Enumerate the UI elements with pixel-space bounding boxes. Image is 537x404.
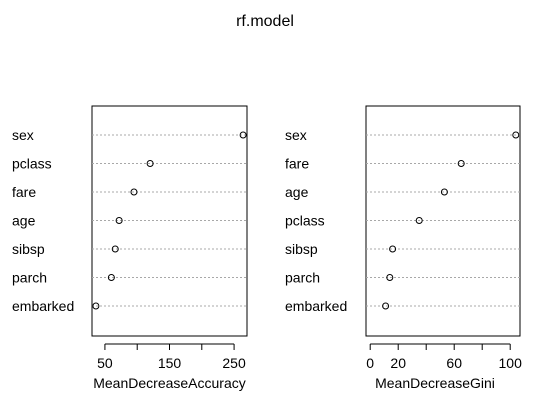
accuracy-category-label: embarked xyxy=(12,298,74,314)
accuracy-point-sibsp xyxy=(111,245,119,253)
chart-title: rf.model xyxy=(236,13,294,30)
accuracy-point-embarked xyxy=(92,302,100,310)
gini-category-label: sibsp xyxy=(285,241,318,257)
accuracy-category-label: parch xyxy=(12,270,47,286)
gini-point-parch xyxy=(386,274,394,281)
gini-category-label: parch xyxy=(285,270,320,286)
accuracy-panel: sex pclass fare age sibsp parch embarked 50 150 2… xyxy=(12,105,248,391)
accuracy-x-axis-label: MeanDecreaseAccuracy xyxy=(93,375,246,391)
gini-point-pclass xyxy=(415,217,423,224)
accuracy-category-label: sex xyxy=(12,127,34,143)
gini-x-tick-label: 60 xyxy=(446,355,462,371)
gini-x-axis-label: MeanDecreaseGini xyxy=(375,375,495,391)
gini-category-label: pclass xyxy=(285,213,325,229)
gini-point-embarked xyxy=(382,302,390,310)
gini-panel: sex fare age pclass sibsp parch embarked 0 20 60 1… xyxy=(285,105,523,391)
gini-x-tick-label: 20 xyxy=(390,355,406,371)
gini-point-age xyxy=(440,188,448,196)
accuracy-x-tick-label: 150 xyxy=(158,355,182,371)
accuracy-category-label: sibsp xyxy=(12,241,45,257)
accuracy-point-parch xyxy=(107,274,115,281)
gini-point-fare xyxy=(457,160,465,167)
gini-category-label: fare xyxy=(285,156,309,172)
accuracy-x-tick-label: 50 xyxy=(97,355,113,371)
accuracy-point-age xyxy=(115,217,123,224)
accuracy-x-tick-label: 250 xyxy=(222,355,246,371)
accuracy-category-label: fare xyxy=(12,184,36,200)
gini-category-label: age xyxy=(285,184,309,200)
accuracy-category-label: pclass xyxy=(12,156,52,172)
gini-category-label: embarked xyxy=(285,298,347,314)
accuracy-point-fare xyxy=(130,188,138,196)
gini-category-label: sex xyxy=(285,127,307,143)
accuracy-point-sex xyxy=(239,131,247,139)
gini-x-tick-label: 0 xyxy=(366,355,374,371)
gini-x-tick-label: 100 xyxy=(499,355,523,371)
accuracy-category-label: age xyxy=(12,213,36,229)
gini-point-sex xyxy=(512,131,520,139)
accuracy-point-pclass xyxy=(146,160,154,167)
gini-point-sibsp xyxy=(389,245,397,253)
